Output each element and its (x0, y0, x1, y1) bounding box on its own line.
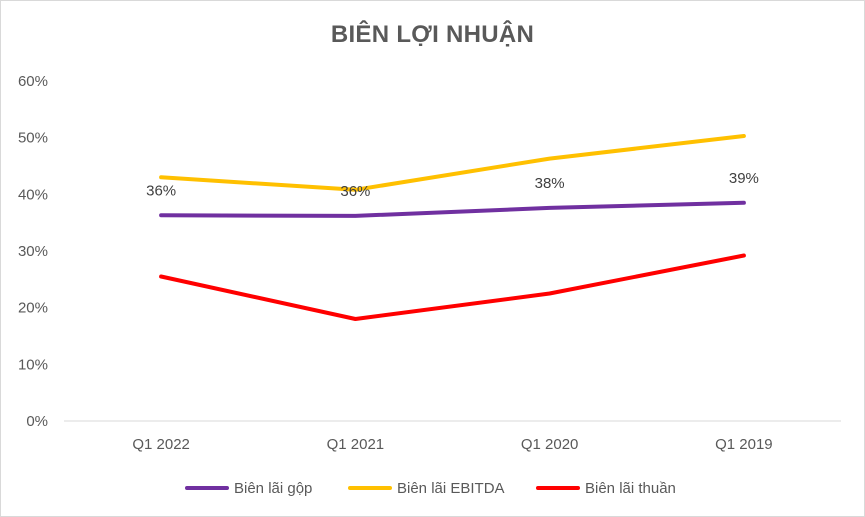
x-tick-label: Q1 2019 (715, 436, 773, 453)
data-point (548, 157, 552, 161)
data-point (353, 317, 357, 321)
data-point (159, 275, 163, 279)
x-tick-label: Q1 2022 (132, 436, 190, 453)
series-line-2 (159, 134, 746, 192)
data-label: 36% (340, 183, 370, 200)
data-label: 38% (535, 175, 565, 192)
data-label: 36% (146, 182, 176, 199)
data-point (548, 292, 552, 296)
data-point (159, 213, 163, 217)
legend-label: Biên lãi gộp (234, 480, 312, 497)
x-tick-label: Q1 2020 (521, 436, 579, 453)
data-label: 39% (729, 170, 759, 187)
x-tick-label: Q1 2021 (327, 436, 385, 453)
data-point (159, 175, 163, 179)
series-line-3 (159, 253, 746, 321)
y-tick-label: 10% (18, 356, 48, 373)
y-tick-label: 30% (18, 243, 48, 260)
y-tick-label: 20% (18, 300, 48, 317)
y-tick-label: 40% (18, 186, 48, 203)
legend-label: Biên lãi thuần (585, 480, 676, 497)
data-point (742, 134, 746, 138)
chart-title: BIÊN LỢI NHUẬN (330, 21, 535, 48)
data-point (742, 254, 746, 258)
y-tick-label: 0% (26, 413, 48, 430)
data-point (742, 201, 746, 205)
y-tick-label: 50% (18, 130, 48, 147)
y-tick-label: 60% (18, 73, 48, 90)
series-line-1 (159, 200, 746, 218)
data-point (353, 214, 357, 218)
data-point (548, 206, 552, 210)
legend-label: Biên lãi EBITDA (397, 480, 505, 497)
